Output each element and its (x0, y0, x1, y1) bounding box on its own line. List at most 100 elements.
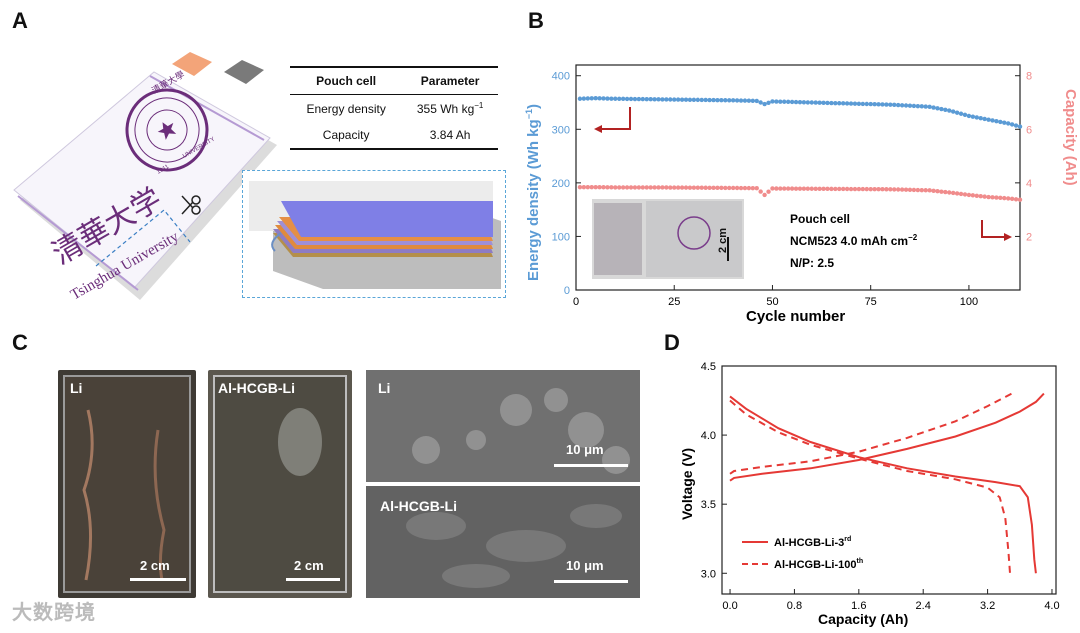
energy-density-point (868, 101, 873, 107)
voltage-profile-chart: Capacity (Ah) Voltage (V) Al-HCGB-Li-3rd… (679, 361, 1060, 627)
energy-density-point (793, 99, 799, 105)
table-row: Capacity 3.84 Ah (290, 122, 498, 150)
energy-density-point (801, 100, 807, 105)
y-left-tick-label: 100 (552, 231, 570, 243)
capacity-point (648, 185, 653, 190)
sem-scale-bar-li (554, 464, 628, 467)
capacity-point (687, 185, 693, 190)
energy-density-point (585, 96, 590, 101)
capacity-point (915, 187, 921, 193)
energy-density-point (675, 97, 681, 102)
energy-density-point (738, 98, 744, 103)
energy-density-point (978, 115, 983, 121)
energy-density-point (589, 96, 594, 101)
x-tick-label-d: 0.8 (787, 600, 802, 612)
capacity-point (734, 185, 740, 191)
photo-scale-label-al-hcgb-li: 2 cm (294, 558, 324, 573)
energy-density-point (892, 102, 897, 108)
capacity-point (672, 185, 677, 190)
energy-density-point (719, 97, 724, 103)
capacity-point (738, 185, 744, 191)
x-tick-label-d: 4.0 (1044, 600, 1059, 612)
energy-density-point (609, 96, 614, 101)
capacity-point (958, 191, 964, 197)
capacity-point (1017, 197, 1023, 202)
y-left-tick-label: 300 (552, 124, 570, 136)
energy-density-point (998, 119, 1003, 125)
energy-density-point (648, 97, 653, 102)
energy-density-point (766, 100, 771, 105)
capacity-point (931, 188, 936, 193)
energy-density-point (852, 101, 858, 106)
capacity-point (636, 185, 642, 190)
energy-density-point (715, 97, 720, 103)
energy-density-point (805, 100, 811, 105)
x-tick-label-d: 3.2 (980, 600, 995, 612)
energy-density-point (915, 103, 921, 109)
capacity-point (613, 185, 618, 190)
capacity-point (907, 187, 913, 193)
x-tick-label: 25 (668, 296, 680, 308)
photo-scale-label-li: 2 cm (140, 558, 170, 573)
legend-label-100th: Al-HCGB-Li-100th (774, 558, 863, 571)
capacity-point (785, 186, 791, 191)
energy-density-point (911, 103, 917, 109)
panel-letter-c: C (12, 330, 28, 355)
energy-density-point (982, 116, 987, 122)
capacity-point (970, 193, 976, 198)
capacity-point (821, 186, 826, 192)
energy-density-point (734, 98, 740, 103)
x-tick-label-d: 2.4 (916, 600, 931, 612)
scissors-icon (181, 195, 201, 215)
capacity-point (892, 187, 897, 192)
energy-density-point (919, 104, 924, 109)
x-tick-label: 0 (573, 296, 579, 308)
energy-density-point (927, 104, 932, 109)
energy-density-point (943, 107, 948, 112)
x-axis-label-d: Capacity (Ah) (818, 611, 908, 627)
capacity-point (947, 190, 952, 195)
capacity-point (990, 195, 995, 200)
plot-frame (575, 64, 1021, 291)
capacity-point (620, 185, 626, 190)
energy-density-point (833, 100, 838, 106)
energy-density-point (778, 99, 783, 104)
energy-density-point (923, 104, 928, 109)
y-right-tick-label: 4 (1026, 178, 1032, 190)
energy-density-point (723, 98, 728, 103)
capacity-point (589, 184, 594, 190)
x-axis-label: Cycle number (746, 308, 845, 325)
capacity-point (723, 185, 728, 191)
energy-density-point (581, 96, 587, 101)
energy-density-point (742, 98, 748, 103)
capacity-point (660, 185, 665, 190)
row-capacity-name: Capacity (290, 122, 403, 150)
energy-density-point (817, 100, 822, 105)
energy-density-point (691, 97, 697, 103)
capacity-point (829, 186, 834, 192)
energy-density-point (848, 101, 854, 106)
capacity-point (813, 186, 818, 191)
energy-density-point (958, 111, 964, 116)
pouch-parameter-table: Pouch cell Parameter Energy density 355 … (290, 66, 498, 150)
capacity-point (797, 186, 803, 191)
plot-frame-d (721, 365, 1057, 595)
energy-density-point (809, 100, 814, 105)
capacity-point (825, 186, 830, 192)
capacity-point (707, 185, 712, 190)
energy-density-point (628, 96, 634, 102)
cycle-100th-charge-curve (729, 392, 1013, 475)
capacity-point (935, 189, 940, 194)
energy-density-point (939, 106, 944, 112)
right-axis-arrow (981, 220, 1006, 238)
legend-label-3rd: Al-HCGB-Li-3rd (774, 536, 851, 549)
energy-density-point (907, 103, 913, 108)
panel-letter-d: D (664, 330, 680, 355)
energy-density-point (758, 100, 763, 105)
capacity-point (801, 186, 807, 191)
energy-density-point (782, 99, 787, 104)
sem-scale-label-li: 10 μm (566, 442, 604, 457)
capacity-point (868, 186, 873, 192)
cycle-3rd-discharge-curve (729, 395, 1037, 574)
energy-density-point (636, 96, 642, 102)
